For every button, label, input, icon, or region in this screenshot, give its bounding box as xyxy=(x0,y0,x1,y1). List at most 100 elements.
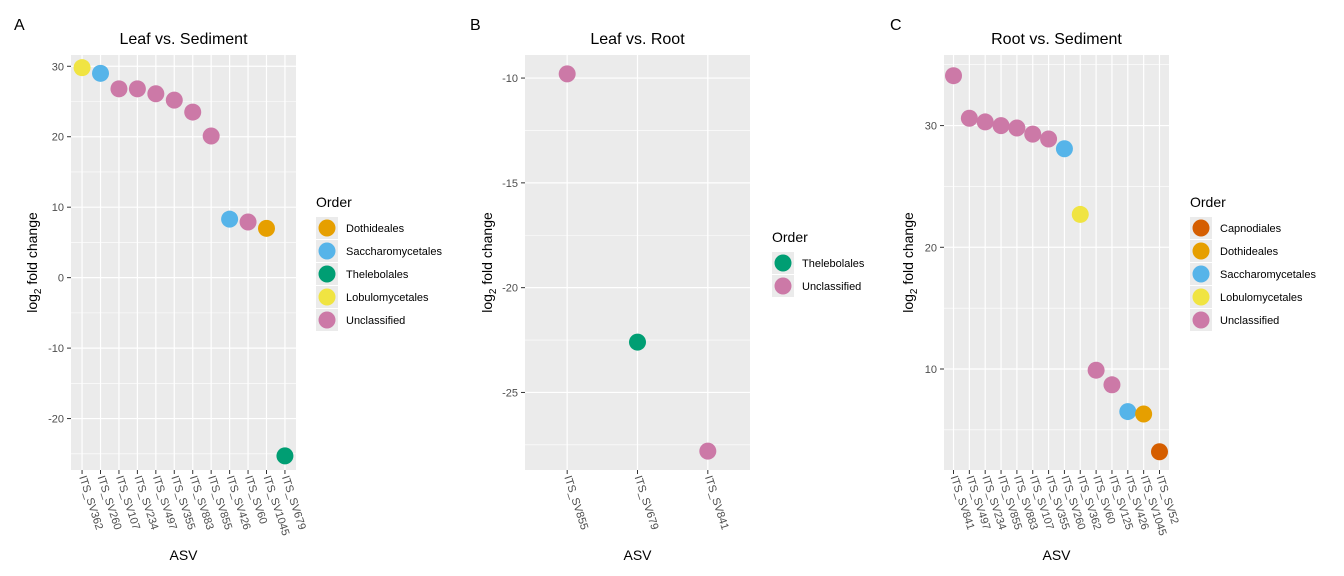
legend-title: Order xyxy=(1190,194,1226,210)
y-axis-title: log2 fold change xyxy=(24,212,44,313)
y-axis-title-subscript: 2 xyxy=(33,288,44,294)
legend-label: Lobulomycetales xyxy=(1220,292,1303,304)
data-point xyxy=(976,113,994,131)
legend-key-saccharomycetales xyxy=(318,242,336,260)
legend-label: Saccharomycetales xyxy=(1220,269,1316,281)
panel-tag: C xyxy=(890,17,902,34)
data-point xyxy=(202,127,220,145)
y-tick-label: 10 xyxy=(925,364,937,376)
legend-label: Lobulomycetales xyxy=(346,292,429,304)
y-tick-label: -10 xyxy=(48,343,64,355)
legend-label: Thelebolales xyxy=(802,258,865,270)
y-axis-title-main: log xyxy=(900,294,916,313)
panel-a: 3020100-10-20ITS_SV362ITS_SV260ITS_SV107… xyxy=(14,17,442,563)
data-point xyxy=(276,447,294,465)
y-tick-label: -25 xyxy=(502,387,518,399)
data-point xyxy=(945,67,963,85)
y-tick-label: 30 xyxy=(52,61,64,73)
panel-title: Leaf vs. Sediment xyxy=(119,31,248,48)
data-point xyxy=(558,65,576,83)
y-axis-title: log2 fold change xyxy=(479,212,499,313)
data-point xyxy=(1087,361,1105,379)
legend-label: Thelebolales xyxy=(346,269,409,281)
legend-key-unclassified xyxy=(774,277,792,295)
data-point xyxy=(1071,205,1089,223)
legend-label: Dothideales xyxy=(1220,246,1279,258)
y-axis-title-main: log xyxy=(24,294,40,313)
data-point xyxy=(1008,119,1026,137)
panel-title: Leaf vs. Root xyxy=(590,31,685,48)
y-tick-label: 0 xyxy=(58,273,64,285)
data-point xyxy=(1135,405,1153,423)
legend-label: Capnodiales xyxy=(1220,223,1282,235)
data-point xyxy=(184,103,202,121)
y-axis-title: log2 fold change xyxy=(900,212,920,313)
data-point xyxy=(1055,140,1073,158)
data-point xyxy=(73,59,91,77)
legend-key-capnodiales xyxy=(1192,219,1210,237)
x-axis-title: ASV xyxy=(623,547,652,563)
x-axis-title: ASV xyxy=(169,547,198,563)
legend-label: Unclassified xyxy=(346,315,405,327)
legend-key-unclassified xyxy=(318,311,336,329)
legend-label: Saccharomycetales xyxy=(346,246,442,258)
panel-title: Root vs. Sediment xyxy=(991,31,1122,48)
y-axis-title-rest: fold change xyxy=(24,212,40,288)
data-point xyxy=(629,333,646,351)
y-tick-label: 10 xyxy=(52,202,64,214)
y-tick-label: 20 xyxy=(52,132,64,144)
y-axis-title-rest: fold change xyxy=(479,212,495,288)
data-point xyxy=(257,219,275,237)
y-tick-label: 30 xyxy=(925,121,937,133)
plot-panel xyxy=(71,55,296,470)
data-point xyxy=(1119,403,1137,421)
y-tick-label: 20 xyxy=(925,242,937,254)
legend-label: Unclassified xyxy=(1220,315,1279,327)
legend-key-saccharomycetales xyxy=(1192,265,1210,283)
legend-title: Order xyxy=(772,229,808,245)
legend-key-thelebolales xyxy=(318,265,336,283)
legend: Order Thelebolales Unclassified xyxy=(772,229,865,297)
data-point xyxy=(147,85,165,103)
panel-b: -10 -15 -20 -25 ITS_SV855 ITS_SV679 ITS_SV841 L… xyxy=(470,17,865,563)
y-axis-title-main: log xyxy=(479,294,495,313)
legend-title: Order xyxy=(316,194,352,210)
y-tick-label: -20 xyxy=(502,283,518,295)
y-tick-label: -20 xyxy=(48,414,64,426)
y-axis-title-subscript: 2 xyxy=(488,288,499,294)
legend-label: Unclassified xyxy=(802,281,861,293)
data-point xyxy=(165,91,183,109)
legend-key-unclassified xyxy=(1192,311,1210,329)
legend-key-dothideales xyxy=(1192,242,1210,260)
data-point xyxy=(128,80,146,98)
y-tick-label: -10 xyxy=(502,73,518,85)
data-point xyxy=(239,213,257,231)
y-axis-title-rest: fold change xyxy=(900,212,916,288)
data-point xyxy=(221,210,239,228)
data-point xyxy=(1103,376,1121,394)
panel-c: 302010ITS_SV841ITS_SV497ITS_SV234ITS_SV8… xyxy=(890,17,1316,563)
data-point xyxy=(1024,125,1042,143)
x-tick-label: ITS_SV679 xyxy=(632,474,661,531)
data-point xyxy=(92,64,110,82)
data-point xyxy=(110,80,128,98)
y-tick-label: -15 xyxy=(502,178,518,190)
data-point xyxy=(1150,443,1168,461)
data-point xyxy=(1040,130,1058,148)
x-tick-label: ITS_SV841 xyxy=(702,474,731,531)
legend-key-lobulomycetales xyxy=(1192,288,1210,306)
y-axis-title-subscript: 2 xyxy=(909,288,920,294)
data-point xyxy=(699,442,717,460)
data-point xyxy=(960,109,978,127)
panel-tag: A xyxy=(14,17,25,34)
x-axis-title: ASV xyxy=(1042,547,1071,563)
data-point xyxy=(992,117,1010,135)
legend-label: Dothideales xyxy=(346,223,405,235)
panel-tag: B xyxy=(470,17,481,34)
legend-key-lobulomycetales xyxy=(318,288,336,306)
x-tick-label: ITS_SV855 xyxy=(561,474,590,531)
legend: Order Capnodiales Dothideales Saccharomycet… xyxy=(1190,194,1316,331)
legend-key-dothideales xyxy=(318,219,336,237)
legend: Order Dothideales Saccharomycetales Thelebo… xyxy=(316,194,442,331)
